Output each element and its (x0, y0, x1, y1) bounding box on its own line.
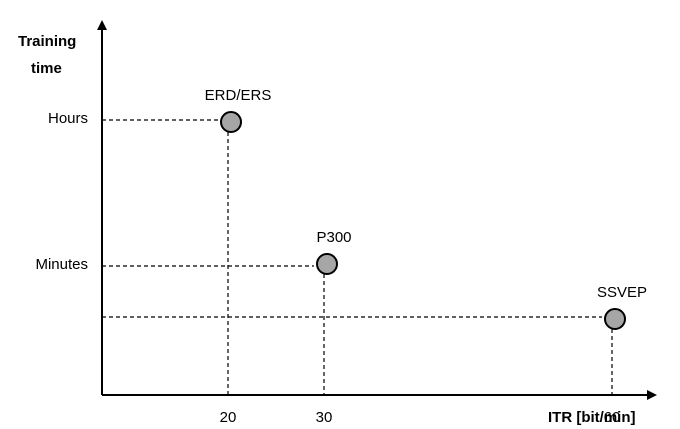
point-ssvep (604, 308, 626, 330)
y-tick-label-minutes: Minutes (35, 256, 88, 273)
x-tick-label-30: 30 (316, 409, 333, 426)
x-tick-label-60: 60 (604, 409, 621, 426)
x-axis-label: ITR [bit/min] (548, 409, 635, 426)
point-label-erd-ers: ERD/ERS (205, 87, 272, 104)
y-axis-label-line-2: time (31, 60, 62, 77)
point-label-ssvep: SSVEP (597, 284, 647, 301)
point-label-p300: P300 (316, 229, 351, 246)
y-tick-label-hours: Hours (48, 110, 88, 127)
point-erd-ers (220, 111, 242, 133)
point-p300 (316, 253, 338, 275)
y-axis-label-line-1: Training (18, 33, 76, 50)
x-tick-label-20: 20 (220, 409, 237, 426)
